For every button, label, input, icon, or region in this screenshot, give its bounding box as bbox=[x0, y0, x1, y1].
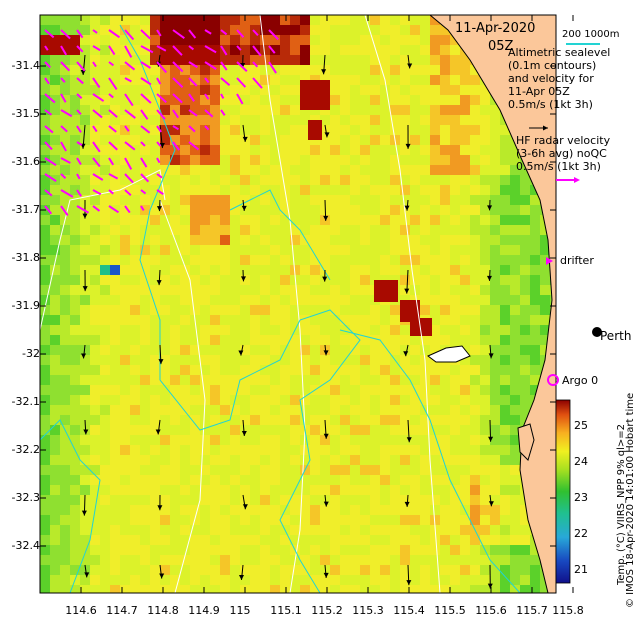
cb-tick-21: 21 bbox=[574, 563, 588, 576]
sealevel-contours bbox=[40, 24, 521, 593]
lon-tick-label: 114.8 bbox=[147, 604, 179, 617]
altimetry-line-5: 0.5m/s (1kt 3h) bbox=[508, 98, 593, 111]
cb-tick-22: 22 bbox=[574, 527, 588, 540]
scale-text: 200 1000m bbox=[562, 29, 620, 40]
sst-cells bbox=[40, 15, 556, 593]
lat-tick-label: -31.9 bbox=[11, 299, 40, 312]
altimetry-legend: Altimetric sealevel (0.1m contours) and … bbox=[508, 46, 610, 111]
lat-tick-label: -32.1 bbox=[11, 395, 40, 408]
axis-ticks bbox=[40, 15, 574, 593]
argo-marker bbox=[547, 374, 559, 386]
cb-tick-25: 25 bbox=[574, 419, 588, 432]
map-frame bbox=[39, 14, 557, 594]
map-date: 11-Apr-2020 bbox=[455, 21, 536, 36]
lat-tick-label: -32.4 bbox=[11, 539, 40, 552]
altimetry-line-2: (0.1m contours) bbox=[508, 59, 597, 72]
lat-tick-label: -31.5 bbox=[11, 107, 40, 120]
colorbar bbox=[555, 399, 571, 584]
perth-marker bbox=[592, 327, 602, 337]
lon-tick-label: 115.8 bbox=[552, 604, 584, 617]
lat-tick-label: -31.7 bbox=[11, 203, 40, 216]
lat-tick-label: -31.8 bbox=[11, 251, 40, 264]
lon-tick-label: 115.3 bbox=[352, 604, 384, 617]
map-time: 05Z bbox=[488, 39, 514, 54]
lon-tick-label: 115.2 bbox=[311, 604, 343, 617]
hf-line-2: (3-6h avg) noQC bbox=[516, 147, 607, 160]
city-label: Perth bbox=[600, 329, 632, 343]
lon-tick-label: 115.4 bbox=[393, 604, 425, 617]
drifter-label: drifter bbox=[560, 254, 594, 267]
cb-tick-24: 24 bbox=[574, 455, 588, 468]
lat-tick-label: -32 bbox=[22, 347, 40, 360]
lon-tick-label: 114.7 bbox=[106, 604, 138, 617]
drifter-marker bbox=[546, 257, 553, 265]
lon-tick-label: 114.6 bbox=[65, 604, 97, 617]
hf-line-3: 0.5m/s (1kt 3h) bbox=[516, 160, 601, 173]
altimetry-line-1: Altimetric sealevel bbox=[508, 46, 611, 59]
lon-tick-label: 115.6 bbox=[475, 604, 507, 617]
hf-radar-arrows bbox=[44, 29, 279, 217]
lon-tick-label: 114.9 bbox=[188, 604, 220, 617]
hf-legend: HF radar velocity (3-6h avg) noQC 0.5m/s… bbox=[516, 134, 610, 173]
lat-tick-label: -31.4 bbox=[11, 59, 40, 72]
lat-tick-label: -32.3 bbox=[11, 491, 40, 504]
cb-tick-23: 23 bbox=[574, 491, 588, 504]
credit: © IMOS 18-Apr-2020 14:01:00 Hobart time bbox=[625, 392, 636, 608]
argo-label: Argo 0 bbox=[562, 374, 599, 387]
lat-tick-label: -31.6 bbox=[11, 155, 40, 168]
lon-tick-label: 115 bbox=[229, 604, 251, 617]
lon-tick-label: 115.5 bbox=[434, 604, 466, 617]
isobath-lines bbox=[40, 15, 441, 593]
lon-tick-label: 115.1 bbox=[270, 604, 302, 617]
altimetry-line-3: and velocity for bbox=[508, 72, 594, 85]
hf-line-1: HF radar velocity bbox=[516, 134, 611, 147]
lon-tick-label: 115.7 bbox=[516, 604, 548, 617]
land-mass bbox=[427, 15, 556, 593]
altimetry-line-4: 11-Apr 05Z bbox=[508, 85, 570, 98]
lat-tick-label: -32.2 bbox=[11, 443, 40, 456]
